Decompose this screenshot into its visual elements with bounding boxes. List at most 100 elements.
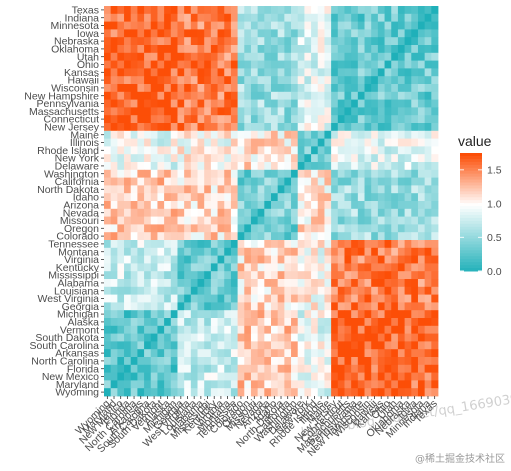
heatmap-cell [110, 201, 118, 210]
legend-color-step [460, 200, 482, 204]
heatmap-cell [377, 341, 385, 350]
heatmap-cell [371, 271, 379, 280]
heatmap-cell [144, 107, 152, 116]
heatmap-cell [317, 6, 325, 15]
heatmap-cell [117, 37, 125, 46]
heatmap-cell [190, 325, 198, 334]
heatmap-cell [144, 294, 152, 303]
heatmap-cell [411, 240, 419, 249]
heatmap-cell [304, 185, 312, 194]
heatmap-cell [197, 232, 205, 241]
heatmap-cell [384, 29, 392, 38]
heatmap-cell [217, 294, 225, 303]
heatmap-cell [397, 177, 405, 186]
heatmap-cell [304, 68, 312, 77]
heatmap-cell [117, 162, 125, 171]
heatmap-cell [204, 279, 212, 288]
heatmap-cell [164, 388, 172, 397]
heatmap-cell [257, 138, 265, 147]
heatmap-cell [157, 380, 165, 389]
heatmap-cell [351, 45, 359, 54]
heatmap-cell [124, 29, 132, 38]
heatmap-cell [124, 240, 132, 249]
heatmap-cell [144, 162, 152, 171]
heatmap-cell [364, 123, 372, 132]
heatmap-cell [210, 318, 218, 327]
heatmap-cell [210, 380, 218, 389]
heatmap-cell [317, 177, 325, 186]
legend-color-step [460, 161, 482, 166]
heatmap-cell [230, 52, 238, 61]
heatmap-cell [210, 232, 218, 241]
heatmap-cell [264, 318, 272, 327]
heatmap-cell [271, 357, 279, 366]
heatmap-cell [117, 13, 125, 22]
heatmap-cell [297, 388, 305, 397]
heatmap-cell [311, 364, 319, 373]
heatmap-cell [284, 154, 292, 163]
heatmap-cell [291, 162, 299, 171]
heatmap-cell [364, 232, 372, 241]
heatmap-cell [137, 60, 145, 69]
heatmap-cell [277, 84, 285, 93]
heatmap-cell [357, 185, 365, 194]
heatmap-cell [277, 29, 285, 38]
heatmap-cell [324, 310, 332, 319]
heatmap-cell [164, 60, 172, 69]
heatmap-cell [150, 99, 158, 108]
heatmap-cell [170, 123, 178, 132]
heatmap-cell [237, 6, 245, 15]
heatmap-cell [184, 185, 192, 194]
heatmap-cell [137, 216, 145, 225]
heatmap-cell [210, 68, 218, 77]
heatmap-cell [124, 37, 132, 46]
heatmap-cell [411, 310, 419, 319]
legend-color-step [460, 241, 482, 245]
heatmap-cell [277, 216, 285, 225]
heatmap-cell [284, 21, 292, 30]
heatmap-cell [277, 255, 285, 264]
heatmap-cell [384, 208, 392, 217]
heatmap-cell [224, 255, 232, 264]
heatmap-cell [250, 357, 259, 366]
heatmap-cell [170, 76, 178, 85]
heatmap-cell [391, 99, 399, 108]
heatmap-cell [157, 232, 165, 241]
heatmap-cell [424, 341, 432, 350]
heatmap-cell [304, 154, 312, 163]
heatmap-cell [117, 138, 125, 147]
heatmap-cell [371, 130, 379, 139]
heatmap-cell [104, 310, 112, 319]
heatmap-cell [224, 99, 232, 108]
heatmap-cell [377, 333, 385, 342]
heatmap-cell [150, 201, 158, 210]
y-tick-label: Washington [44, 168, 99, 180]
heatmap-cell [104, 302, 112, 311]
heatmap-cell [397, 162, 405, 171]
heatmap-cell [377, 146, 385, 155]
heatmap-cell [217, 60, 225, 69]
heatmap-cell [170, 271, 178, 280]
heatmap-cell [377, 60, 385, 69]
heatmap-cell [264, 216, 272, 225]
heatmap-cell [184, 6, 192, 15]
heatmap-cell [244, 232, 252, 241]
heatmap-cell [230, 91, 238, 100]
heatmap-cell [337, 286, 345, 295]
heatmap-cell [250, 263, 259, 272]
heatmap-cell [297, 138, 305, 147]
heatmap-cell [271, 123, 279, 132]
heatmap-cell [124, 286, 132, 295]
heatmap-cell [391, 29, 399, 38]
heatmap-cell [117, 302, 125, 311]
heatmap-cell [177, 68, 185, 77]
heatmap-cell [177, 302, 185, 311]
heatmap-cell [417, 177, 426, 186]
heatmap-cell [244, 37, 252, 46]
heatmap-cell [311, 255, 319, 264]
heatmap-cell [284, 388, 292, 397]
heatmap-cell [204, 333, 212, 342]
heatmap-cell [184, 333, 192, 342]
heatmap-cell [304, 364, 312, 373]
heatmap-cell [144, 380, 152, 389]
